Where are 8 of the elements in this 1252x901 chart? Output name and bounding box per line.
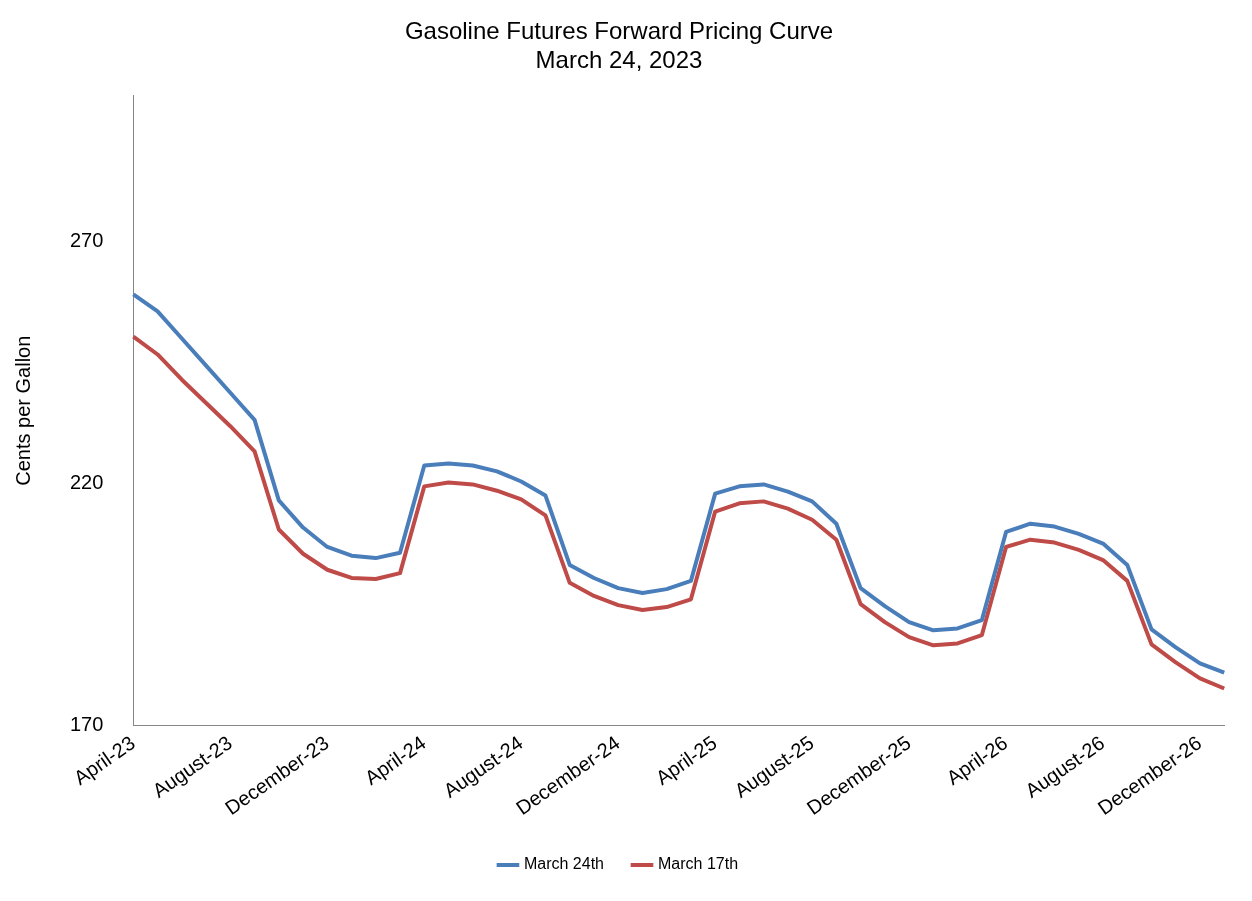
y-tick-label: 170 — [69, 713, 104, 736]
y-tick-label: 220 — [69, 470, 104, 493]
legend-label: March 17th — [658, 855, 739, 873]
chart-subtitle: March 24, 2023 — [535, 45, 703, 73]
y-axis-title: Cents per Gallon — [11, 335, 34, 486]
chart-title: Gasoline Futures Forward Pricing Curve — [404, 17, 834, 45]
legend-label: March 24th — [523, 855, 605, 873]
y-tick-label: 270 — [69, 228, 104, 251]
